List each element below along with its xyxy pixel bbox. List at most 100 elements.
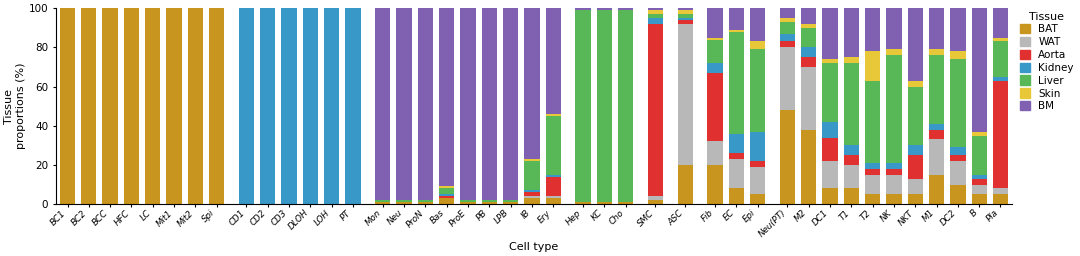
Bar <box>707 39 723 63</box>
Bar <box>950 8 966 51</box>
Bar <box>822 137 838 161</box>
Bar <box>972 175 987 179</box>
Bar <box>81 8 96 204</box>
Bar <box>993 38 1008 41</box>
Bar <box>887 49 902 55</box>
X-axis label: Cell type: Cell type <box>510 242 558 252</box>
Bar <box>482 8 497 200</box>
Bar <box>418 202 433 204</box>
Bar <box>843 188 859 204</box>
Bar <box>865 51 880 81</box>
Bar <box>822 161 838 188</box>
Bar <box>707 165 723 204</box>
Bar <box>750 167 766 194</box>
Bar <box>843 145 859 155</box>
Bar <box>239 8 254 204</box>
Bar <box>887 55 902 163</box>
Bar <box>780 41 795 47</box>
Bar <box>950 185 966 204</box>
Bar <box>972 135 987 175</box>
Bar <box>545 175 561 177</box>
Bar <box>907 179 923 194</box>
Bar <box>677 18 693 20</box>
Bar <box>707 8 723 38</box>
Bar <box>166 8 181 204</box>
Bar <box>929 140 944 175</box>
Bar <box>993 188 1008 194</box>
Bar <box>865 163 880 169</box>
Bar <box>524 196 540 198</box>
Bar <box>438 8 455 186</box>
Bar <box>865 175 880 194</box>
Bar <box>524 198 540 204</box>
Bar <box>188 8 203 204</box>
Bar <box>503 202 518 204</box>
Bar <box>929 55 944 124</box>
Bar <box>887 169 902 175</box>
Bar <box>576 10 591 202</box>
Bar <box>780 47 795 110</box>
Bar <box>618 10 633 202</box>
Bar <box>750 194 766 204</box>
Bar <box>993 194 1008 204</box>
Bar <box>929 49 944 55</box>
Bar <box>596 8 612 10</box>
Bar <box>950 51 966 59</box>
Bar <box>438 196 455 198</box>
Bar <box>260 8 275 204</box>
Bar <box>729 30 744 32</box>
Bar <box>750 132 766 161</box>
Bar <box>375 202 391 204</box>
Bar <box>545 114 561 116</box>
Bar <box>887 163 902 169</box>
Bar <box>780 8 795 18</box>
Bar <box>648 18 663 24</box>
Bar <box>993 77 1008 81</box>
Bar <box>907 87 923 145</box>
Bar <box>729 32 744 134</box>
Bar <box>677 14 693 18</box>
Bar <box>302 8 318 204</box>
Bar <box>648 10 663 14</box>
Bar <box>396 8 411 200</box>
Bar <box>103 8 118 204</box>
Bar <box>822 8 838 59</box>
Bar <box>865 169 880 175</box>
Bar <box>396 202 411 204</box>
Bar <box>907 81 923 87</box>
Bar <box>438 186 455 188</box>
Bar <box>524 192 540 196</box>
Bar <box>524 161 540 190</box>
Bar <box>208 8 225 204</box>
Bar <box>482 200 497 202</box>
Bar <box>801 28 816 47</box>
Bar <box>648 8 663 10</box>
Bar <box>801 67 816 130</box>
Bar <box>677 8 693 10</box>
Bar <box>843 8 859 57</box>
Bar <box>750 161 766 167</box>
Bar <box>503 200 518 202</box>
Bar <box>993 81 1008 188</box>
Bar <box>596 202 612 204</box>
Bar <box>843 155 859 165</box>
Bar <box>618 202 633 204</box>
Bar <box>972 194 987 204</box>
Bar <box>707 38 723 39</box>
Bar <box>972 8 987 132</box>
Bar <box>950 147 966 155</box>
Bar <box>929 8 944 49</box>
Bar <box>729 159 744 188</box>
Bar <box>993 41 1008 77</box>
Bar <box>677 24 693 165</box>
Y-axis label: Tissue
proportions (%): Tissue proportions (%) <box>4 63 26 150</box>
Bar <box>843 165 859 188</box>
Bar <box>503 8 518 200</box>
Bar <box>972 132 987 135</box>
Bar <box>801 8 816 24</box>
Bar <box>801 130 816 204</box>
Bar <box>324 8 339 204</box>
Bar <box>648 14 663 18</box>
Bar <box>950 161 966 185</box>
Bar <box>124 8 139 204</box>
